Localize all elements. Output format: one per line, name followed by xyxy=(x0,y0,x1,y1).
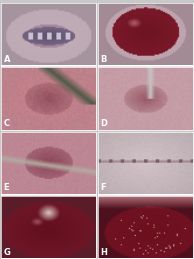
Text: C: C xyxy=(3,119,10,128)
Text: H: H xyxy=(100,248,107,257)
Text: D: D xyxy=(100,119,107,128)
Text: A: A xyxy=(3,55,10,64)
Text: B: B xyxy=(100,55,106,64)
Text: G: G xyxy=(3,248,10,257)
Text: F: F xyxy=(100,183,106,192)
Text: E: E xyxy=(3,183,9,192)
